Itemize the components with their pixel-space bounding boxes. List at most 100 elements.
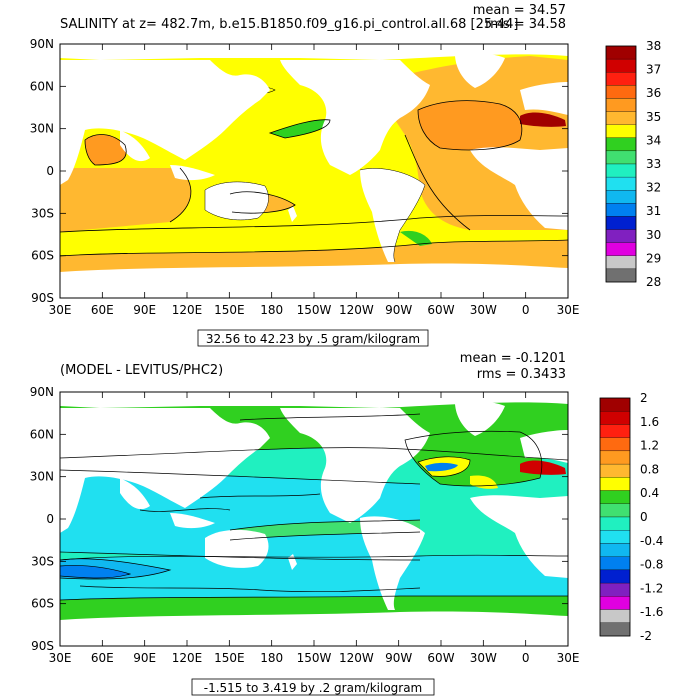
y-tick-label: 30S [31,206,54,220]
x-tick-label: 90W [385,303,412,317]
anomaly-panel: (MODEL - LEVITUS/PHC2) mean = -0.1201 rm… [30,351,663,696]
colorbar-label: 0.4 [640,486,659,500]
salinity-rms: rms = 34.58 [485,17,566,32]
colorbar-label: -1.2 [640,581,663,595]
colorbar-swatch [605,137,637,152]
x-tick-label: 90E [133,651,156,665]
salinity-mean: mean = 34.57 [473,3,566,18]
colorbar-label: 0 [640,510,648,524]
colorbar-frame [599,397,631,637]
colorbar-label: 31 [646,204,661,218]
colorbar-swatch [605,85,637,99]
colorbar-swatch [599,463,631,478]
x-tick-label: 90E [133,303,156,317]
x-tick-label: 30E [557,651,580,665]
colorbar-label: 38 [646,39,661,53]
salinity-colorbar: 38 37 36 35 34 33 32 31 30 29 28 [605,39,661,289]
colorbar-swatch [599,450,631,465]
x-tick-label: 120W [339,303,374,317]
salinity-title: SALINITY at z= 482.7m, b.e15.B1850.f09_g… [60,17,518,32]
y-tick-label: 30N [30,470,54,484]
x-tick-label: 30E [49,651,72,665]
x-tick-label: 120E [172,303,203,317]
salinity-range-box [197,329,429,347]
colorbar-label: 28 [646,275,661,289]
colorbar-label: 0.8 [640,462,659,476]
north-atlantic-high [418,100,522,150]
anomaly-range-box [191,678,435,696]
colorbar-swatch [605,163,637,178]
arabian-sea-region [85,134,127,165]
colorbar-label: 29 [646,251,661,265]
colorbar-swatch [599,477,631,491]
colorbar-swatch [605,216,637,230]
colorbar-label: 37 [646,63,661,77]
indian-deep-blue [60,565,130,578]
gulf-stream-blue [425,462,458,472]
colorbar-label: -2 [640,629,652,643]
colorbar-swatch [605,203,637,217]
x-tick-label: 150E [214,303,245,317]
colorbar-label: 35 [646,110,661,124]
y-tick-label: 60S [31,249,54,263]
colorbar-label: 33 [646,157,661,171]
colorbar-label: -0.4 [640,534,663,548]
colorbar-swatch [599,530,631,544]
x-tick-label: 60E [91,303,114,317]
colorbar-swatch [605,268,637,283]
colorbar-swatch [605,150,637,165]
colorbar-label: 1.2 [640,439,659,453]
x-tick-label: 60W [427,651,454,665]
x-tick-label: 0 [522,303,530,317]
x-tick-label: 150W [297,303,332,317]
anomaly-colorbar: 2 1.6 1.2 0.8 0.4 0 -0.4 -0.8 -1.2 -1.6 -2 [599,391,663,643]
colorbar-swatch [599,609,631,623]
x-tick-label: 30E [557,303,580,317]
southern-band [60,555,568,600]
colorbar-swatch [599,569,631,584]
colorbar-label: 30 [646,228,661,242]
anomaly-map [60,392,568,646]
southern-yellow-band [60,215,568,256]
anomaly-rms: rms = 0.3433 [477,367,566,382]
colorbar-swatch [599,556,631,571]
colorbar-swatch [599,490,631,504]
colorbar-label: 34 [646,133,661,147]
salinity-panel: SALINITY at z= 482.7m, b.e15.B1850.f09_g… [30,3,661,347]
colorbar-swatch [605,255,637,270]
colorbar-swatch [599,582,631,597]
colorbar-swatch [605,98,637,112]
colorbar-label: 2 [640,391,648,405]
salinity-axes: 30E 60E 90E 120E 150E 180 150W 120W 90W 60W 30W 0 30… [30,37,580,317]
weddell-green [400,230,432,246]
x-tick-label: 90W [385,651,412,665]
y-tick-label: 30S [31,554,54,568]
colorbar-swatch [605,190,637,204]
mediterranean-anomaly [520,460,566,475]
anomaly-range-label: -1.515 to 3.419 by .2 gram/kilogram [204,681,423,695]
salinity-range-label: 32.56 to 42.23 by .5 gram/kilogram [206,332,420,346]
y-tick-label: 60N [30,79,54,93]
x-tick-label: 120W [339,651,374,665]
anomaly-axes: 30E 60E 90E 120E 150E 180 150W 120W 90W 60W 30W 0 30… [30,385,580,665]
colorbar-swatch [599,516,631,531]
y-tick-label: 90S [31,291,54,305]
y-tick-label: 30N [30,122,54,136]
x-tick-label: 60W [427,303,454,317]
colorbar-swatch [605,124,637,138]
colorbar-label: 1.6 [640,415,659,429]
x-tick-label: 30E [49,303,72,317]
indian-ocean-region [60,168,191,232]
y-tick-label: 0 [46,164,54,178]
colorbar-swatch [605,45,637,60]
y-tick-label: 0 [46,512,54,526]
y-tick-label: 60S [31,597,54,611]
land [60,392,568,646]
colorbar-swatch [605,176,637,191]
x-tick-label: 150E [214,651,245,665]
colorbar-swatch [599,397,631,412]
y-tick-label: 90S [31,639,54,653]
x-tick-label: 30W [470,651,497,665]
x-tick-label: 60E [91,651,114,665]
colorbar-label: 36 [646,86,661,100]
